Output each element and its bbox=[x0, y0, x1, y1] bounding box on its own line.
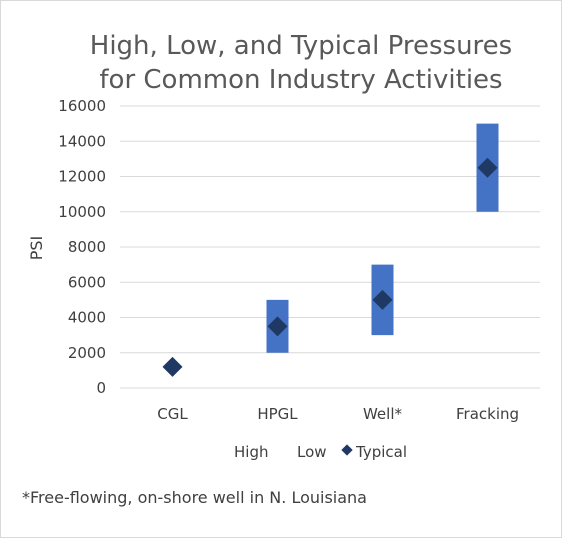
y-tick-label: 8000 bbox=[68, 238, 106, 256]
chart-title-line-2: for Common Industry Activities bbox=[99, 65, 502, 95]
chart-title-line-1: High, Low, and Typical Pressures bbox=[90, 31, 512, 61]
y-tick-label: 4000 bbox=[68, 309, 106, 327]
y-axis-ticks: 0 2000 4000 6000 8000 10000 12000 14000 16000 bbox=[58, 97, 106, 397]
x-axis-ticks: CGL HPGL Well* Fracking bbox=[157, 405, 519, 423]
legend-label-low: Low bbox=[297, 443, 327, 461]
legend-typical-diamond-icon bbox=[341, 444, 353, 456]
gridlines bbox=[120, 105, 540, 389]
chart-footnote: *Free-flowing, on-shore well in N. Louis… bbox=[22, 488, 367, 507]
range-bars bbox=[266, 123, 499, 353]
legend-label-typical: Typical bbox=[355, 443, 407, 461]
x-tick-label: Well* bbox=[363, 405, 403, 423]
typical-markers bbox=[162, 157, 498, 377]
x-tick-label: CGL bbox=[157, 405, 188, 423]
y-tick-label: 0 bbox=[96, 379, 106, 397]
typical-marker-2 bbox=[372, 289, 393, 310]
x-tick-label: HPGL bbox=[257, 405, 298, 423]
legend-label-high: High bbox=[234, 443, 268, 461]
legend: High Low Typical bbox=[234, 443, 407, 461]
typical-marker-0 bbox=[162, 356, 183, 377]
y-tick-label: 10000 bbox=[58, 203, 106, 221]
x-tick-label: Fracking bbox=[456, 405, 519, 423]
y-tick-label: 16000 bbox=[58, 97, 106, 115]
typical-marker-1 bbox=[267, 316, 288, 337]
y-tick-label: 12000 bbox=[58, 168, 106, 186]
typical-marker-3 bbox=[477, 157, 498, 178]
y-tick-label: 14000 bbox=[58, 132, 106, 150]
y-tick-label: 2000 bbox=[68, 344, 106, 362]
y-tick-label: 6000 bbox=[68, 273, 106, 291]
y-axis-label: PSI bbox=[27, 236, 46, 261]
